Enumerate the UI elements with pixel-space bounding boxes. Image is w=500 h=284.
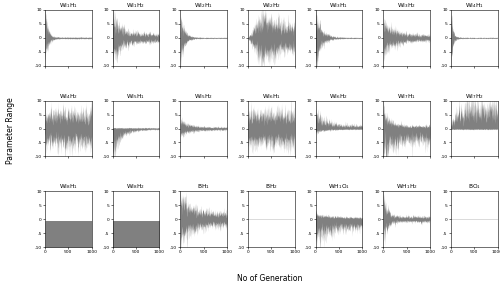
Title: BO$_1$: BO$_1$ — [468, 182, 480, 191]
Title: WI$_1$H$_2$: WI$_1$H$_2$ — [126, 1, 146, 10]
Title: BH$_2$: BH$_2$ — [265, 182, 278, 191]
Title: WI$_4$H$_1$: WI$_4$H$_1$ — [464, 1, 483, 10]
Title: WI$_4$H$_2$: WI$_4$H$_2$ — [59, 92, 78, 101]
Title: WH$_1$H$_2$: WH$_1$H$_2$ — [396, 182, 417, 191]
Title: WI$_5$H$_1$: WI$_5$H$_1$ — [126, 92, 146, 101]
Title: BH$_1$: BH$_1$ — [198, 182, 210, 191]
Title: WI$_3$H$_1$: WI$_3$H$_1$ — [330, 1, 348, 10]
Title: WI$_5$H$_2$: WI$_5$H$_2$ — [194, 92, 213, 101]
Title: WI$_7$H$_2$: WI$_7$H$_2$ — [464, 92, 483, 101]
Title: WI$_2$H$_2$: WI$_2$H$_2$ — [262, 1, 281, 10]
Title: WI$_7$H$_1$: WI$_7$H$_1$ — [397, 92, 416, 101]
Title: WH$_1$O$_1$: WH$_1$O$_1$ — [328, 182, 350, 191]
Title: WI$_6$H$_1$: WI$_6$H$_1$ — [262, 92, 281, 101]
Title: WI$_2$H$_1$: WI$_2$H$_1$ — [194, 1, 213, 10]
Title: WI$_8$H$_2$: WI$_8$H$_2$ — [126, 182, 146, 191]
Text: Parameter Range: Parameter Range — [6, 97, 16, 164]
Title: WI$_8$H$_1$: WI$_8$H$_1$ — [59, 182, 78, 191]
Text: No of Generation: No of Generation — [238, 274, 302, 283]
Title: WI$_6$H$_2$: WI$_6$H$_2$ — [330, 92, 348, 101]
Title: WI$_1$H$_1$: WI$_1$H$_1$ — [59, 1, 78, 10]
Title: WI$_3$H$_2$: WI$_3$H$_2$ — [397, 1, 416, 10]
